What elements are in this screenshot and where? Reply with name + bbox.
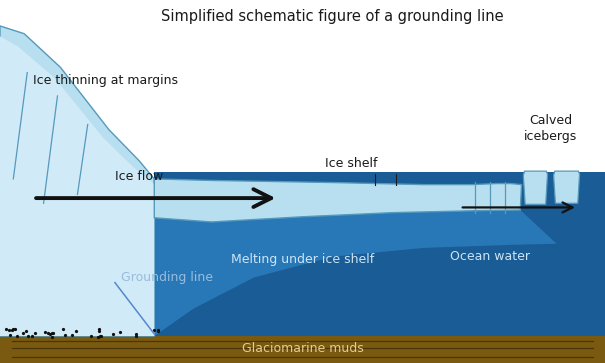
Text: Ice flow: Ice flow — [115, 170, 163, 183]
Text: Ice shelf: Ice shelf — [325, 157, 377, 170]
Polygon shape — [154, 210, 557, 336]
Polygon shape — [554, 171, 580, 203]
Polygon shape — [154, 172, 605, 336]
Text: Simplified schematic figure of a grounding line: Simplified schematic figure of a groundi… — [162, 9, 504, 24]
Text: Ocean water: Ocean water — [450, 250, 530, 263]
Polygon shape — [0, 336, 605, 363]
Polygon shape — [0, 26, 154, 336]
Polygon shape — [523, 171, 548, 204]
Polygon shape — [154, 179, 522, 222]
Text: Calved
icebergs: Calved icebergs — [524, 114, 577, 143]
Text: Melting under ice shelf: Melting under ice shelf — [231, 253, 374, 266]
Text: Grounding line: Grounding line — [121, 271, 213, 284]
Polygon shape — [0, 36, 154, 336]
Text: Glaciomarine muds: Glaciomarine muds — [241, 343, 364, 355]
Text: Ice thinning at margins: Ice thinning at margins — [33, 74, 178, 87]
